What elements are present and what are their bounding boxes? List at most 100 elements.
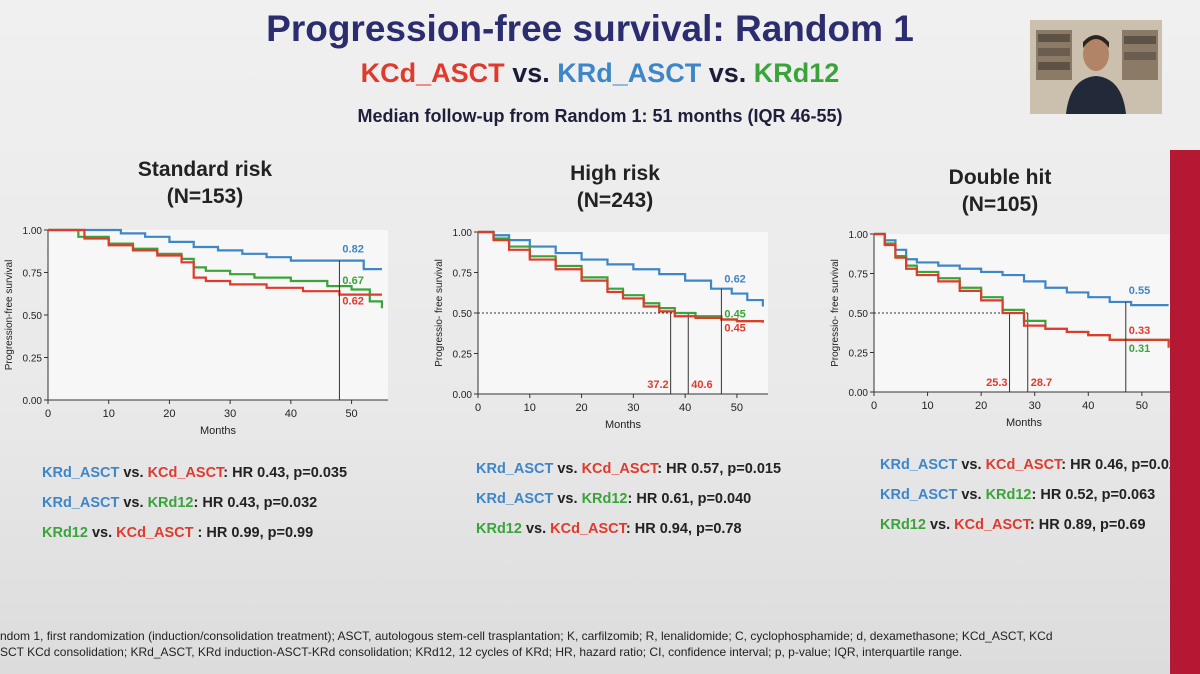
y-tick-label: 0.75 (23, 269, 43, 280)
panel-title-line2: (N=105) (961, 193, 1039, 216)
stat-arm-a: KRd12 (42, 525, 88, 541)
stat-row: KRd_ASCT vs. KCd_ASCT: HR 0.43, p=0.035 (42, 458, 347, 488)
stat-value: : HR 0.61, p=0.040 (627, 491, 752, 507)
y-tick-label: 0.50 (453, 309, 473, 320)
stats-double-hit: KRd_ASCT vs. KCd_ASCT: HR 0.46, p=0.024 … (880, 450, 1185, 540)
slide-title: Progression-free survival: Random 1 (266, 8, 914, 49)
km-chart-high-risk: 0.00 0.25 0.50 0.75 1.00 0 10 20 30 40 50 Months Pro… (434, 228, 768, 431)
stat-value: : HR 0.57, p=0.015 (657, 461, 782, 477)
stat-row: KRd12 vs. KCd_ASCT : HR 0.99, p=0.99 (42, 518, 347, 548)
x-tick-label: 20 (975, 400, 987, 412)
stats-standard-risk: KRd_ASCT vs. KCd_ASCT: HR 0.43, p=0.035 … (42, 458, 347, 548)
value-label: 0.33 (1129, 325, 1150, 337)
stat-arm-b: KCd_ASCT (985, 457, 1062, 473)
panel-title-line1: Standard risk (137, 158, 273, 181)
y-tick-label: 0.25 (849, 349, 869, 360)
stat-value: : HR 0.99, p=0.99 (193, 525, 314, 541)
stat-vs: vs. (957, 457, 986, 473)
stat-value: : HR 0.43, p=0.035 (223, 465, 348, 481)
x-tick-label: 20 (575, 402, 587, 414)
stat-row: KRd12 vs. KCd_ASCT: HR 0.94, p=0.78 (476, 514, 781, 544)
x-axis-title: Months (1006, 417, 1043, 429)
y-axis-title: Progression-free survival (4, 260, 15, 371)
stat-vs: vs. (87, 525, 117, 541)
x-tick-label: 30 (1029, 400, 1041, 412)
value-label: 0.62 (724, 274, 745, 286)
y-tick-label: 0.25 (453, 350, 473, 361)
stat-arm-a: KRd12 (880, 517, 926, 533)
km-chart-double-hit: 0.00 0.25 0.50 0.75 1.00 0 10 20 30 40 50 Months Pro… (830, 230, 1174, 429)
stat-arm-b: KCd_ASCT (550, 521, 626, 537)
stat-vs: vs. (119, 495, 148, 511)
stat-arm-b: KRd12 (581, 491, 628, 507)
x-tick-label: 30 (224, 408, 236, 420)
stat-arm-b: KCd_ASCT (147, 465, 224, 481)
stat-row: KRd_ASCT vs. KRd12: HR 0.61, p=0.040 (476, 484, 781, 514)
panel-title-line2: (N=243) (576, 189, 654, 212)
follow-up-text: Median follow-up from Random 1: 51 month… (357, 106, 843, 126)
footnote: ndom 1, first randomization (induction/c… (0, 628, 1053, 660)
y-tick-label: 0.00 (23, 396, 43, 407)
value-label: 0.55 (1129, 285, 1150, 297)
panel-title-line1: Double hit (948, 166, 1052, 189)
y-tick-label: 0.50 (849, 309, 869, 320)
x-tick-label: 40 (1082, 400, 1094, 412)
stat-arm-a: KRd_ASCT (476, 461, 554, 477)
x-tick-label: 0 (45, 408, 51, 420)
arm-krd-asct: KRd_ASCT (557, 58, 702, 88)
y-tick-label: 0.00 (453, 390, 473, 401)
x-tick-label: 10 (103, 408, 115, 420)
stat-arm-b: KRd12 (147, 495, 194, 511)
x-axis-title: Months (605, 419, 642, 431)
arm-vs-2: vs. (701, 58, 754, 88)
footnote-line1: ndom 1, first randomization (induction/c… (0, 629, 1053, 643)
footnote-line2: SCT KCd consolidation; KRd_ASCT, KRd ind… (0, 645, 963, 659)
stats-high-risk: KRd_ASCT vs. KCd_ASCT: HR 0.57, p=0.015 … (476, 454, 781, 544)
stat-row: KRd12 vs. KCd_ASCT: HR 0.89, p=0.69 (880, 510, 1185, 540)
panel-title-high-risk: High risk (N=243) (485, 160, 745, 214)
x-tick-label: 40 (679, 402, 691, 414)
stat-arm-b: KCd_ASCT (116, 525, 194, 541)
arms-subtitle: KCd_ASCT vs. KRd_ASCT vs. KRd12 (0, 58, 1200, 89)
panel-title-line1: High risk (570, 162, 660, 185)
value-label: 0.45 (724, 308, 745, 320)
x-tick-label: 30 (627, 402, 639, 414)
x-tick-label: 20 (163, 408, 175, 420)
stat-arm-b: KCd_ASCT (581, 461, 658, 477)
stat-vs: vs. (957, 487, 986, 503)
x-tick-label: 50 (345, 408, 357, 420)
y-tick-label: 0.75 (849, 270, 869, 281)
survival-curve-kcd-asct (874, 232, 1170, 348)
survival-curve-krd-asct (478, 230, 764, 307)
y-tick-label: 1.00 (23, 226, 43, 237)
side-banner (1170, 150, 1200, 674)
y-tick-label: 1.00 (453, 228, 473, 239)
stat-value: : HR 0.52, p=0.063 (1031, 487, 1156, 503)
stat-row: KRd_ASCT vs. KCd_ASCT: HR 0.57, p=0.015 (476, 454, 781, 484)
stat-value: : HR 0.46, p=0.024 (1061, 457, 1186, 473)
value-label: 0.67 (342, 275, 363, 287)
median-label: 28.7 (1031, 377, 1052, 389)
stat-vs: vs. (553, 491, 582, 507)
survival-curve-krd-asct (48, 228, 382, 271)
x-tick-label: 0 (475, 402, 481, 414)
plot-area (48, 230, 388, 400)
survival-curve-krd12 (48, 228, 384, 309)
y-tick-label: 0.00 (849, 388, 869, 399)
x-tick-label: 50 (731, 402, 743, 414)
stat-row: KRd_ASCT vs. KCd_ASCT: HR 0.46, p=0.024 (880, 450, 1185, 480)
median-label: 40.6 (691, 379, 712, 391)
stat-arm-a: KRd_ASCT (42, 495, 120, 511)
value-label: 0.82 (342, 244, 363, 256)
arm-krd12: KRd12 (753, 58, 840, 88)
y-tick-label: 0.50 (23, 311, 43, 322)
speaker-webcam (1030, 20, 1162, 114)
y-tick-label: 0.75 (453, 269, 473, 280)
value-label: 0.31 (1129, 343, 1150, 355)
stat-value: : HR 0.94, p=0.78 (625, 521, 742, 537)
stat-vs: vs. (925, 517, 955, 533)
stat-arm-a: KRd_ASCT (42, 465, 120, 481)
y-tick-label: 1.00 (849, 230, 869, 241)
y-axis-title: Progressio- free survival (830, 259, 841, 367)
